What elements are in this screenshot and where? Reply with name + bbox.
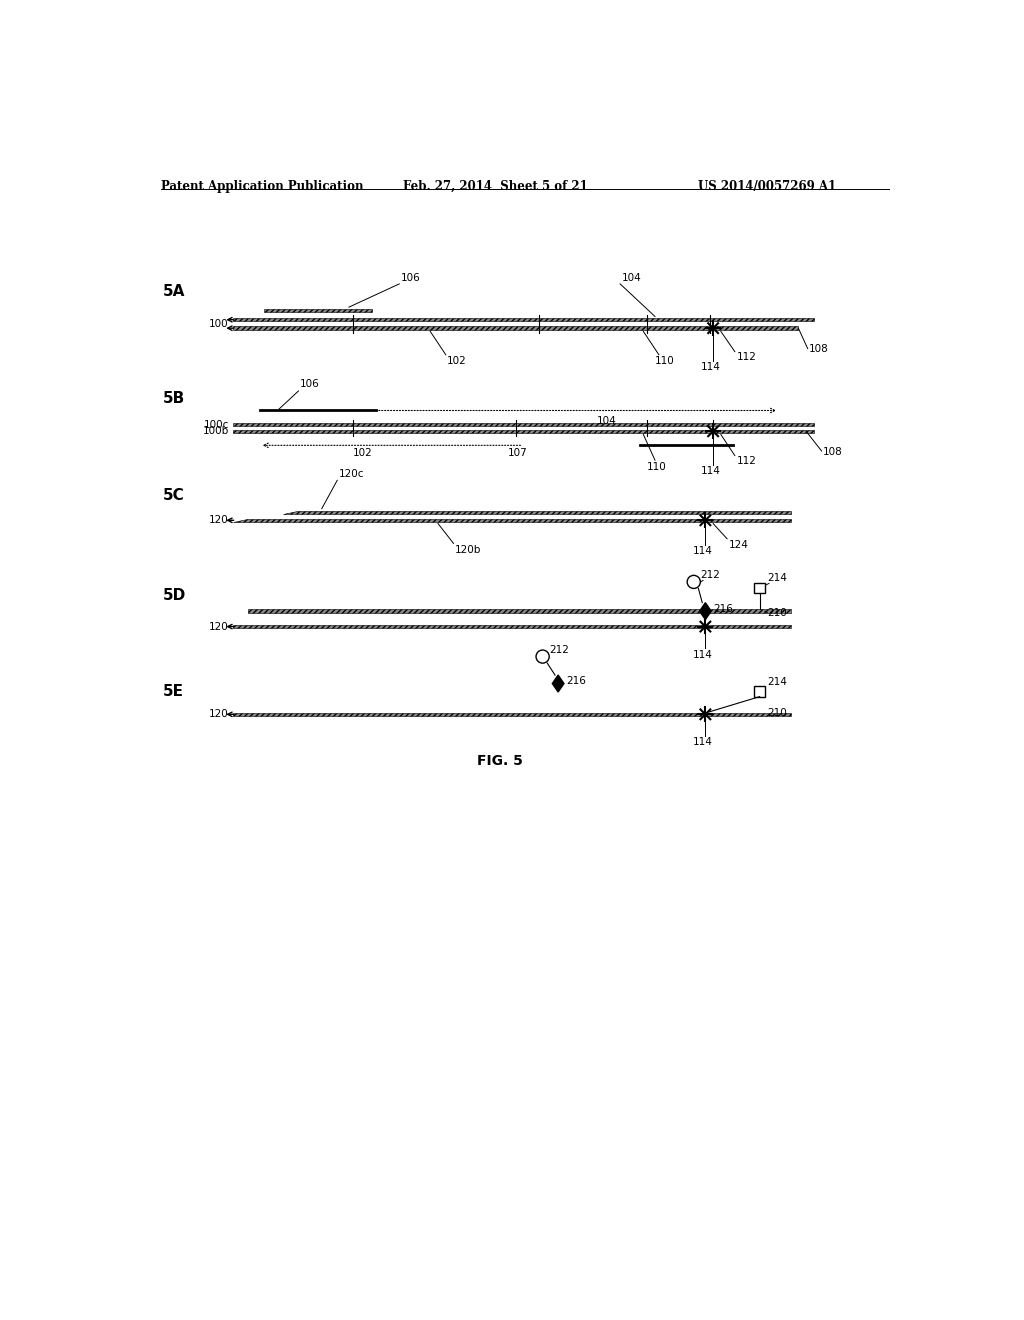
Text: 112: 112 [736,352,757,363]
Text: 120c: 120c [339,469,365,479]
Text: 210: 210 [767,708,787,718]
Text: 110: 110 [655,356,675,366]
Bar [232,318,814,321]
Text: 108: 108 [823,446,843,457]
Text: 100b: 100b [203,426,228,437]
Text: 216: 216 [566,676,586,686]
Text: 5B: 5B [163,391,185,407]
Text: 102: 102 [447,356,467,366]
Text: 107: 107 [508,447,527,458]
Text: 112: 112 [736,457,757,466]
Text: 114: 114 [693,546,713,557]
Text: 104: 104 [622,273,641,284]
Text: 5E: 5E [163,684,184,698]
Text: 100c: 100c [204,420,228,429]
Text: 5A: 5A [163,284,185,300]
Text: 214: 214 [767,677,787,686]
Text: 5D: 5D [163,589,186,603]
Bar [232,429,814,433]
Polygon shape [232,519,791,521]
Text: 212: 212 [550,645,569,655]
Text: 120b: 120b [455,545,481,554]
Text: 110: 110 [647,462,667,471]
Text: 114: 114 [700,363,721,372]
Text: FIG. 5: FIG. 5 [477,754,523,767]
Text: 214: 214 [767,573,787,583]
Text: Patent Application Publication: Patent Application Publication [161,180,364,193]
Text: 106: 106 [300,379,319,389]
Bar [232,326,710,330]
Text: 104: 104 [597,416,616,425]
Text: 120: 120 [209,515,228,525]
Bar [755,686,765,697]
Text: 102: 102 [352,447,373,458]
Text: 216: 216 [713,603,733,614]
Bar [232,422,814,426]
Text: 114: 114 [700,466,721,477]
Text: 114: 114 [693,649,713,660]
Text: 114: 114 [693,738,713,747]
Text: 212: 212 [700,570,721,581]
Text: 106: 106 [400,273,421,284]
Text: 210: 210 [767,609,787,619]
Polygon shape [552,675,564,692]
Text: 120: 120 [209,622,228,631]
Bar [232,713,791,715]
Text: US 2014/0057269 A1: US 2014/0057269 A1 [697,180,836,193]
Bar [716,326,799,330]
Bar [263,309,372,312]
Polygon shape [283,511,791,515]
Bar [248,610,791,612]
Text: 124: 124 [729,540,749,549]
Text: 120: 120 [209,709,228,719]
Text: 108: 108 [809,345,829,354]
Bar [232,624,791,628]
Polygon shape [699,603,712,619]
Text: 5C: 5C [163,488,184,503]
Text: Feb. 27, 2014  Sheet 5 of 21: Feb. 27, 2014 Sheet 5 of 21 [403,180,588,193]
Text: 100: 100 [209,319,228,329]
Bar [755,582,765,594]
